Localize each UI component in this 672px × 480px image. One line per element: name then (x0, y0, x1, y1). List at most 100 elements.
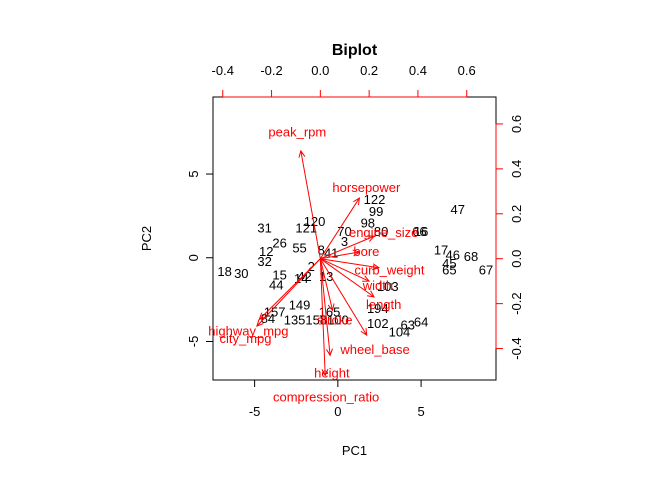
loading-arrowhead-height (326, 348, 333, 357)
observation-label: 3 (341, 234, 348, 249)
y-axis-left: -5 0 5 (186, 170, 214, 348)
observation-label: 31 (257, 221, 271, 236)
x2-tick-label: 0.2 (360, 63, 378, 78)
observation-label: 65 (442, 262, 456, 277)
y2-tick-label: 0.0 (509, 250, 524, 268)
x-axis-top-loadings: -0.4 -0.2 0.0 0.2 0.4 0.6 (212, 63, 476, 98)
observation-label: 45 (442, 256, 456, 271)
loading-label-city_mpg: city_mpg (219, 331, 271, 346)
loading-arrowhead-city_mpg (256, 319, 264, 327)
observation-label: 158 (305, 313, 327, 328)
observation-label: 44 (269, 278, 283, 293)
y-axis-label: PC2 (139, 226, 154, 251)
observation-label: 100 (327, 313, 349, 328)
loading-label-width: width (362, 278, 393, 293)
loading-label-compression_ratio: compression_ratio (273, 390, 379, 405)
observation-label: 70 (337, 224, 351, 239)
loading-arrowhead-engine_size (367, 235, 376, 242)
loading-arrow-stroke (319, 258, 334, 311)
observation-label: 157 (264, 304, 286, 319)
x-axis-bottom: -5 0 5 (249, 379, 425, 419)
observation-label: 55 (292, 241, 306, 256)
y2-tick-label: 0.6 (509, 115, 524, 133)
loading-label-horsepower: horsepower (332, 180, 401, 195)
observation-label: 63 (401, 318, 415, 333)
loading-label-wheel_base: wheel_base (339, 342, 409, 357)
loading-arrowhead-stroke (327, 303, 335, 312)
observation-label: 46 (445, 247, 459, 262)
loading-arrowhead-curb_weight (372, 263, 381, 271)
y-axis-right-loadings: -0.4 -0.2 0.0 0.2 0.4 0.6 (495, 115, 524, 360)
loading-arrow-engine_size (320, 235, 375, 260)
observation-label: 30 (234, 266, 248, 281)
loading-arrowhead-peak_rpm (298, 149, 306, 158)
observation-label: 165 (319, 304, 341, 319)
y-tick-label: 5 (186, 170, 201, 177)
observation-label: 80 (374, 224, 388, 239)
loading-arrowhead-compression_ratio (321, 368, 329, 377)
loading-label-stroke: stroke (317, 313, 352, 328)
loading-arrowhead-wheel_base (360, 328, 368, 337)
y2-tick-label: 0.4 (509, 160, 524, 178)
observation-label: 15 (272, 268, 286, 283)
loading-arrowhead-width (362, 275, 371, 282)
y2-tick-label: 0.2 (509, 205, 524, 223)
loading-arrow-width (320, 258, 370, 282)
x2-tick-label: -0.4 (212, 63, 234, 78)
loading-label-peak_rpm: peak_rpm (268, 124, 326, 139)
observation-label: 26 (272, 236, 286, 251)
loading-arrowhead-bore (352, 249, 361, 257)
loading-label-length: length (366, 297, 401, 312)
y2-tick-label: -0.2 (509, 292, 524, 314)
loading-arrow-city_mpg (256, 258, 321, 327)
y-tick-label: -5 (186, 336, 201, 348)
loading-label-curb_weight: curb_weight (354, 262, 424, 277)
observation-label: 121 (295, 221, 317, 236)
observation-label: 103 (377, 279, 399, 294)
chart-title: Biplot (332, 42, 378, 59)
observation-label: 122 (364, 192, 386, 207)
y2-tick-label: -0.4 (509, 337, 524, 359)
loading-label-bore: bore (353, 244, 379, 259)
x-tick-label: -5 (249, 404, 261, 419)
observation-label: 42 (297, 269, 311, 284)
observation-label: 64 (414, 314, 428, 329)
observation-label: 98 (361, 216, 375, 231)
loading-arrowhead-length (367, 290, 375, 298)
observation-label: 135 (284, 313, 306, 328)
loading-label-height: height (314, 366, 350, 381)
x2-tick-label: -0.2 (260, 63, 282, 78)
observation-label: 99 (369, 204, 383, 219)
loading-arrow-compression_ratio (319, 258, 326, 376)
y-tick-label: 0 (186, 254, 201, 261)
x2-tick-label: 0.0 (311, 63, 329, 78)
x2-tick-label: 0.4 (409, 63, 427, 78)
loading-arrow-bore (320, 251, 360, 260)
observation-label: 194 (367, 301, 389, 316)
loading-arrow-length (320, 258, 375, 298)
observation-label: 102 (367, 316, 389, 331)
x-axis-label: PC1 (342, 443, 367, 458)
observation-label: 32 (257, 254, 271, 269)
observation-label: 2 (308, 259, 315, 274)
loading-arrowhead-highway_mpg (258, 312, 267, 321)
loading-arrows (256, 149, 381, 377)
observation-label: 67 (479, 262, 493, 277)
observation-label: 41 (324, 246, 338, 261)
observation-label: 16 (414, 224, 428, 239)
observation-label: 17 (434, 242, 448, 257)
x2-tick-label: 0.6 (458, 63, 476, 78)
observation-label: 18 (217, 264, 231, 279)
observation-label: 66 (412, 224, 426, 239)
loading-arrow-horsepower (319, 197, 360, 259)
loading-label-highway_mpg: highway_mpg (208, 323, 288, 338)
observation-label: 68 (464, 249, 478, 264)
observation-label: 120 (304, 214, 326, 229)
x-tick-label: 0 (334, 404, 341, 419)
observation-label: 8 (318, 242, 325, 257)
observation-label: 149 (289, 298, 311, 313)
observation-label: 47 (450, 202, 464, 217)
loading-arrow-wheel_base (319, 258, 368, 336)
